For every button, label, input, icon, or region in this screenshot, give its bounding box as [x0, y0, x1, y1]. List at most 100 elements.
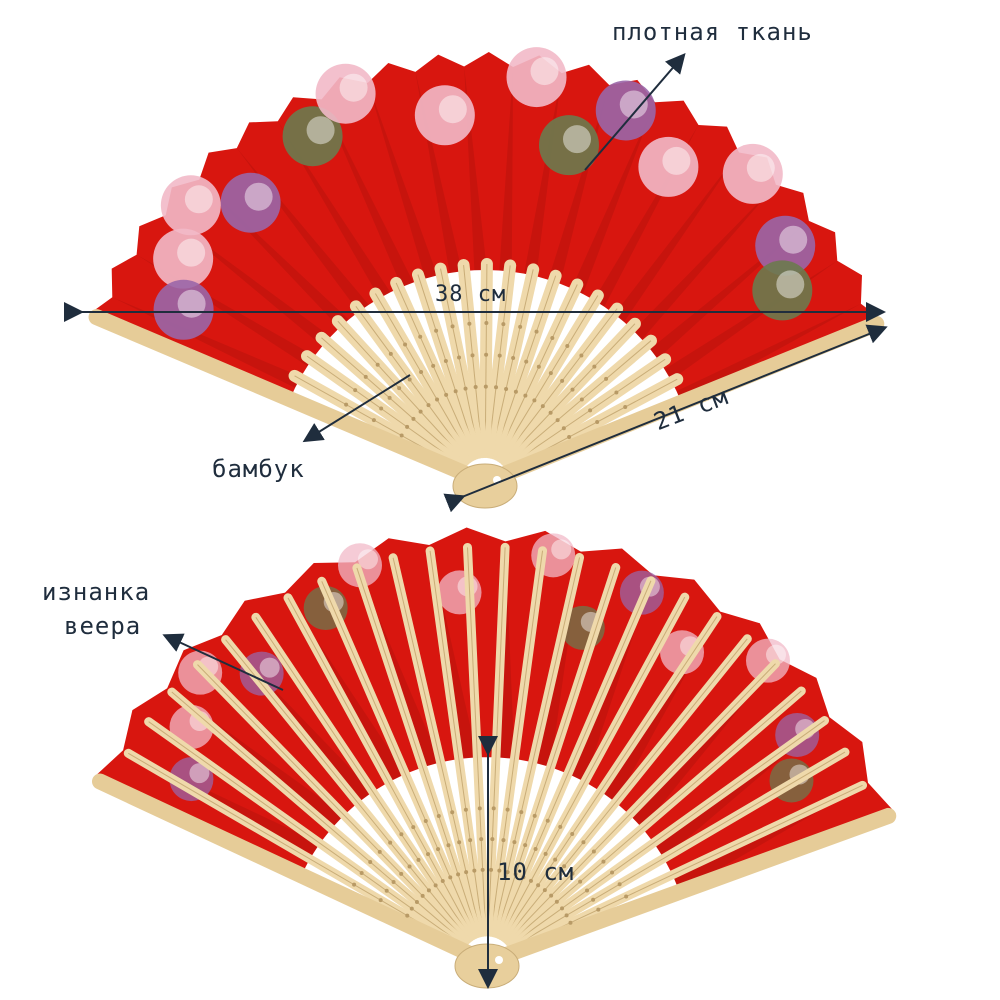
bamboo-perforation	[405, 424, 410, 429]
bamboo-perforation	[440, 879, 445, 884]
bamboo-perforation	[443, 358, 448, 363]
fan-front-view	[88, 47, 885, 509]
flower-highlight	[189, 763, 210, 784]
bamboo-perforation	[414, 899, 419, 904]
bamboo-perforation	[436, 813, 441, 818]
bamboo-perforation	[409, 906, 414, 911]
bamboo-perforation	[565, 343, 570, 348]
bamboo-guard	[92, 773, 477, 962]
bamboo-perforation	[501, 322, 506, 327]
bamboo-label: бамбук	[212, 455, 305, 483]
bamboo-perforation	[434, 328, 439, 333]
bamboo-perforation	[480, 867, 485, 872]
bamboo-perforation	[558, 824, 563, 829]
bamboo-perforation	[479, 837, 484, 842]
flower-highlight	[619, 90, 648, 119]
bamboo-perforation	[617, 882, 622, 887]
flower-highlight	[779, 225, 808, 254]
bamboo-perforation	[579, 397, 584, 402]
bamboo-perforation	[352, 882, 357, 887]
bamboo-perforation	[363, 374, 368, 379]
bamboo-rib-edge	[306, 355, 461, 466]
bamboo-perforation	[523, 843, 528, 848]
bamboo-perforation	[601, 859, 606, 864]
bamboo-perforation	[444, 392, 449, 397]
flower-highlight	[562, 125, 591, 154]
bamboo-perforation	[419, 370, 424, 375]
bamboo-perforation	[595, 420, 600, 425]
bamboo-perforation	[371, 418, 376, 423]
flower-highlight	[776, 270, 805, 299]
bamboo-perforation	[399, 832, 404, 837]
flower-motif	[745, 638, 790, 683]
bamboo-perforation	[560, 378, 565, 383]
fan-pleat	[571, 102, 656, 294]
bamboo-pointer-arrow	[302, 374, 411, 443]
bamboo-perforation	[344, 402, 349, 407]
bamboo-perforation	[456, 872, 461, 877]
flower-highlight	[306, 116, 335, 145]
bamboo-perforation	[457, 355, 462, 360]
bamboo-perforation	[497, 868, 502, 873]
width-label: 38 см	[435, 282, 507, 307]
bamboo-perforation	[388, 840, 393, 845]
fan-pleat	[321, 99, 414, 288]
bamboo-rib-edge	[321, 337, 463, 463]
flower-motif	[595, 80, 656, 141]
bamboo-perforation	[562, 864, 567, 869]
flower-highlight	[244, 182, 273, 211]
bamboo-perforation	[512, 840, 517, 845]
bamboo-perforation	[523, 393, 528, 398]
bamboo-perforation	[521, 875, 526, 880]
bamboo-perforation	[448, 875, 453, 880]
flower-highlight	[746, 153, 775, 182]
flower-highlight	[177, 238, 206, 267]
bamboo-perforation	[511, 355, 516, 360]
flower-highlight	[551, 539, 572, 560]
fan-pleat	[499, 66, 514, 272]
flower-motif	[638, 136, 699, 197]
flower-highlight	[357, 549, 378, 570]
bamboo-perforation	[505, 807, 510, 812]
bamboo-perforation	[567, 435, 572, 440]
bamboo-perforation	[561, 426, 566, 431]
bamboo-perforation	[540, 404, 545, 409]
fan-handle	[452, 463, 518, 509]
bamboo-perforation	[483, 384, 488, 389]
flower-highlight	[339, 73, 368, 102]
bamboo-perforation	[420, 893, 425, 898]
height-label: 10 см	[497, 858, 575, 886]
flower-highlight	[438, 95, 467, 124]
bamboo-perforation	[375, 362, 380, 367]
bamboo-perforation	[388, 351, 393, 356]
bamboo-perforation	[532, 398, 537, 403]
bamboo-perforation	[484, 352, 489, 357]
bamboo-perforation	[426, 852, 431, 857]
bamboo-perforation	[426, 403, 431, 408]
bamboo-perforation	[536, 883, 541, 888]
flower-highlight	[662, 146, 691, 175]
bamboo-perforation	[387, 395, 392, 400]
bamboo-perforation	[579, 353, 584, 358]
bamboo-perforation	[581, 840, 586, 845]
bamboo-perforation	[505, 870, 510, 875]
bamboo-perforation	[433, 883, 438, 888]
flower-highlight	[177, 289, 206, 318]
bamboo-guard	[497, 807, 897, 964]
bamboo-perforation	[624, 894, 629, 899]
flower-motif	[160, 175, 221, 236]
reverse-side-line-2: веера	[64, 612, 142, 640]
bamboo-perforation	[464, 870, 469, 875]
bamboo-perforation	[472, 868, 477, 873]
bamboo-perforation	[418, 409, 423, 414]
flower-highlight	[765, 644, 786, 665]
bamboo-perforation	[431, 363, 436, 368]
bamboo-perforation	[513, 389, 518, 394]
bamboo-perforation	[570, 387, 575, 392]
bamboo-perforation	[359, 870, 364, 875]
bamboo-perforation	[592, 364, 597, 369]
bamboo-perforation	[490, 837, 495, 842]
bamboo-perforation	[585, 888, 590, 893]
